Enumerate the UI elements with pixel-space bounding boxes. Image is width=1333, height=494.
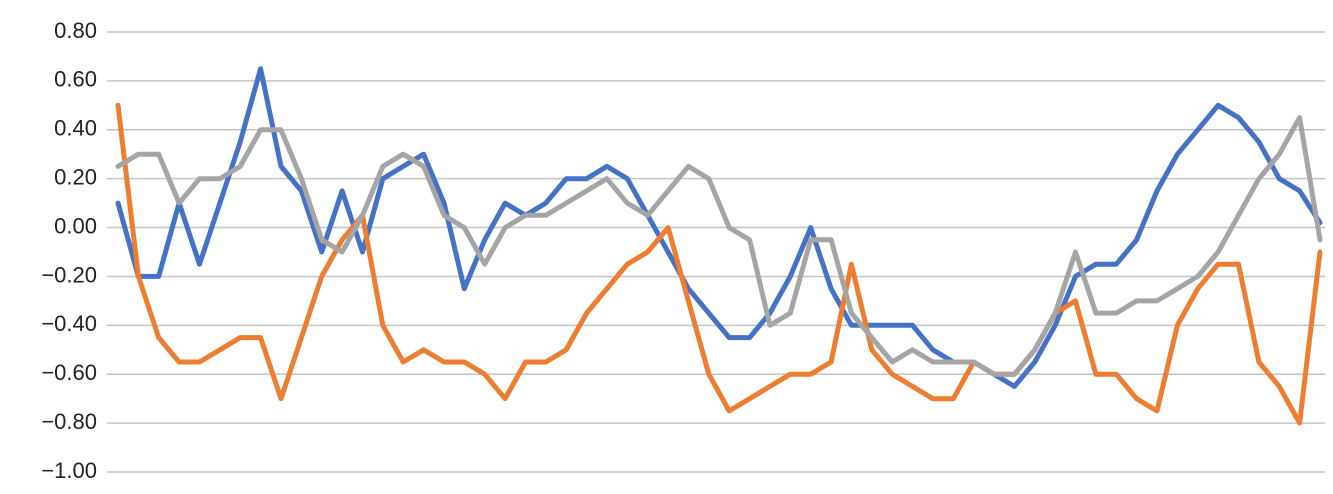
y-tick-label: 0.80 [54,18,97,43]
y-tick-label: −1.00 [41,458,97,483]
line-series [115,102,1323,426]
y-tick-label: −0.60 [41,360,97,385]
y-tick-label: 0.40 [54,116,97,141]
y-tick-label: −0.20 [41,262,97,287]
line-series [115,115,1323,377]
y-tick-label: −0.40 [41,311,97,336]
line-series [115,66,1323,389]
y-tick-label: 0.60 [54,67,97,92]
y-tick-label: −0.80 [41,409,97,434]
y-tick-label: 0.00 [54,213,97,238]
y-tick-label: 0.20 [54,164,97,189]
